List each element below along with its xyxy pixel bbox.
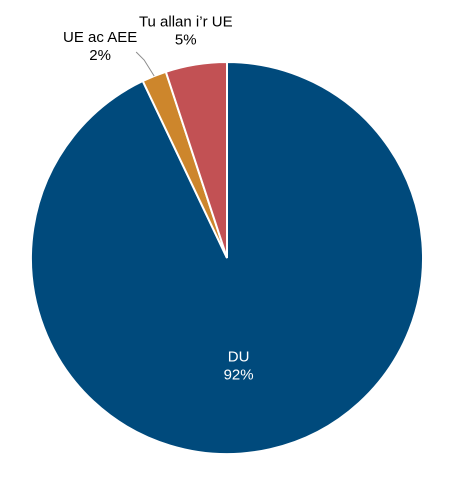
slice-label-ue-ac-aee: UE ac AEE <box>63 29 137 46</box>
slice-value-tu-allan-i-r-ue: 5% <box>175 32 197 49</box>
slice-value-du: 92% <box>224 367 254 384</box>
slice-label-du: DU <box>228 349 250 366</box>
slice-label-tu-allan-i-r-ue: Tu allan i’r UE <box>139 14 233 31</box>
slices-layer <box>30 60 424 455</box>
pie-slice-tu-allan-i-r-ue <box>164 60 228 259</box>
slice-value-ue-ac-aee: 2% <box>89 47 111 64</box>
leader-line-ue-ac-aee <box>135 51 155 77</box>
leader-lines-layer <box>135 51 155 77</box>
